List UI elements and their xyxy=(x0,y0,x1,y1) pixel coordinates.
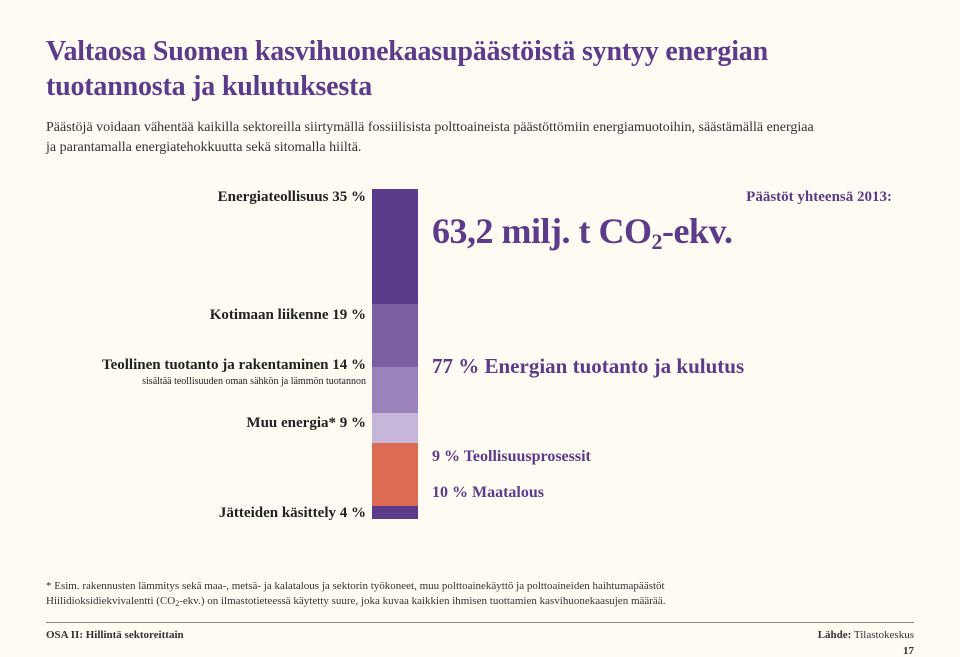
source-value: Tilastokeskus xyxy=(854,629,914,641)
footnote-1: * Esim. rakennusten lämmitys sekä maa-, … xyxy=(46,579,906,594)
footnote-2b: -ekv.) on ilmastotieteessä käytetty suur… xyxy=(179,595,665,607)
bar-teollisuusprosessit xyxy=(372,443,418,473)
total-sub: 2 xyxy=(651,229,662,254)
label-maatalous-10: 10 % Maatalous xyxy=(432,484,544,502)
footnotes: * Esim. rakennusten lämmitys sekä maa-, … xyxy=(46,579,906,609)
emissions-chart: Energiateollisuus 35 % Kotimaan liikenne… xyxy=(46,189,914,519)
total-label: Päästöt yhteensä 2013: xyxy=(432,189,892,206)
bar-muu_energia xyxy=(372,413,418,443)
source-label: Lähde: xyxy=(818,629,852,641)
section-label: OSA II: Hillintä sektoreittain xyxy=(46,629,184,641)
footnote-2a: Hiilidioksidiekvivalentti (CO xyxy=(46,595,175,607)
total-suffix: -ekv. xyxy=(662,211,733,251)
bar-maatalous xyxy=(372,473,418,506)
label-teollinen-tuotanto-sub: sisältää teollisuuden oman sähkön ja läm… xyxy=(46,376,366,387)
footer-bar: OSA II: Hillintä sektoreittain Lähde: Ti… xyxy=(46,622,914,641)
label-teollinen-tuotanto-text: Teollinen tuotanto ja rakentaminen 14 % xyxy=(102,357,366,373)
label-energiateollisuus: Energiateollisuus 35 % xyxy=(46,189,366,206)
page-title: Valtaosa Suomen kasvihuonekaasupäästöist… xyxy=(46,34,914,104)
stacked-bar xyxy=(372,189,418,519)
page-subtitle: Päästöjä voidaan vähentää kaikilla sekto… xyxy=(46,118,826,157)
label-muu-energia: Muu energia* 9 % xyxy=(46,415,366,432)
label-teollisuusprosessit-9: 9 % Teollisuusprosessit xyxy=(432,448,591,466)
total-emissions: Päästöt yhteensä 2013: 63,2 milj. t CO2-… xyxy=(432,189,892,252)
bar-kotimaan_liikenne xyxy=(372,304,418,367)
label-energy-77: 77 % Energian tuotanto ja kulutus xyxy=(432,354,744,379)
label-jatteiden: Jätteiden käsittely 4 % xyxy=(46,505,366,522)
total-value: 63,2 milj. t CO2-ekv. xyxy=(432,210,892,252)
page-number: 17 xyxy=(903,645,914,657)
label-kotimaan-liikenne: Kotimaan liikenne 19 % xyxy=(46,307,366,324)
label-teollinen-tuotanto: Teollinen tuotanto ja rakentaminen 14 % … xyxy=(46,357,366,387)
bar-jatteiden xyxy=(372,506,418,519)
bar-teollinen_tuotanto xyxy=(372,367,418,413)
total-value-text: 63,2 milj. t CO xyxy=(432,211,651,251)
source: Lähde: Tilastokeskus xyxy=(818,629,914,641)
footnote-2: Hiilidioksidiekvivalentti (CO2-ekv.) on … xyxy=(46,594,906,609)
bar-energiateollisuus xyxy=(372,189,418,304)
footnote-2-sub: 2 xyxy=(175,599,179,608)
